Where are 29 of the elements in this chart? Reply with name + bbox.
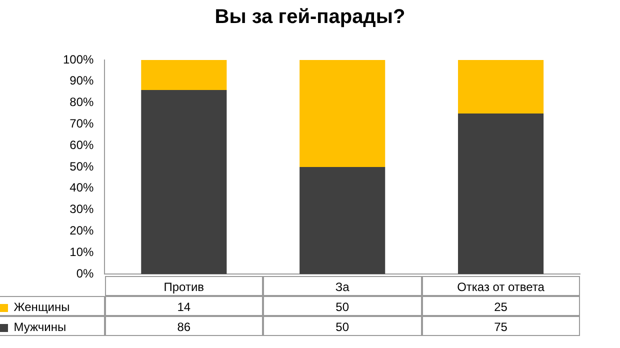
legend-label: Женщины [14, 300, 70, 314]
y-tick-label: 30% [70, 202, 94, 216]
bar [458, 60, 544, 114]
y-tick-label: 40% [70, 180, 94, 195]
x-tick-label: Против [104, 276, 264, 296]
chart-title: Вы за гей-парады? [214, 6, 406, 29]
data-label: 75 [422, 316, 580, 336]
x-tick-label: Отказ от ответа [422, 276, 580, 296]
y-tick-label: 50% [70, 159, 94, 174]
data-label: 50 [263, 296, 422, 316]
y-tick-label: 80% [70, 95, 94, 110]
bar [300, 167, 386, 274]
x-tick-label: За [263, 276, 422, 296]
bar [458, 114, 544, 274]
bar [141, 60, 227, 90]
data-label: 86 [104, 316, 264, 336]
y-tick-label: 0% [76, 266, 94, 280]
legend-label: Мужчины [14, 320, 66, 334]
bar [300, 60, 386, 167]
data-label: 50 [263, 316, 422, 336]
y-tick-label: 60% [70, 138, 94, 152]
y-tick-label: 90% [70, 74, 94, 88]
y-tick-label: 10% [70, 244, 94, 259]
data-label: 14 [104, 296, 264, 316]
data-label: 25 [422, 296, 580, 316]
y-tick-label: 100% [62, 52, 94, 66]
y-tick-label: 70% [70, 116, 94, 131]
bar [141, 90, 227, 274]
y-tick-label: 20% [70, 224, 94, 238]
